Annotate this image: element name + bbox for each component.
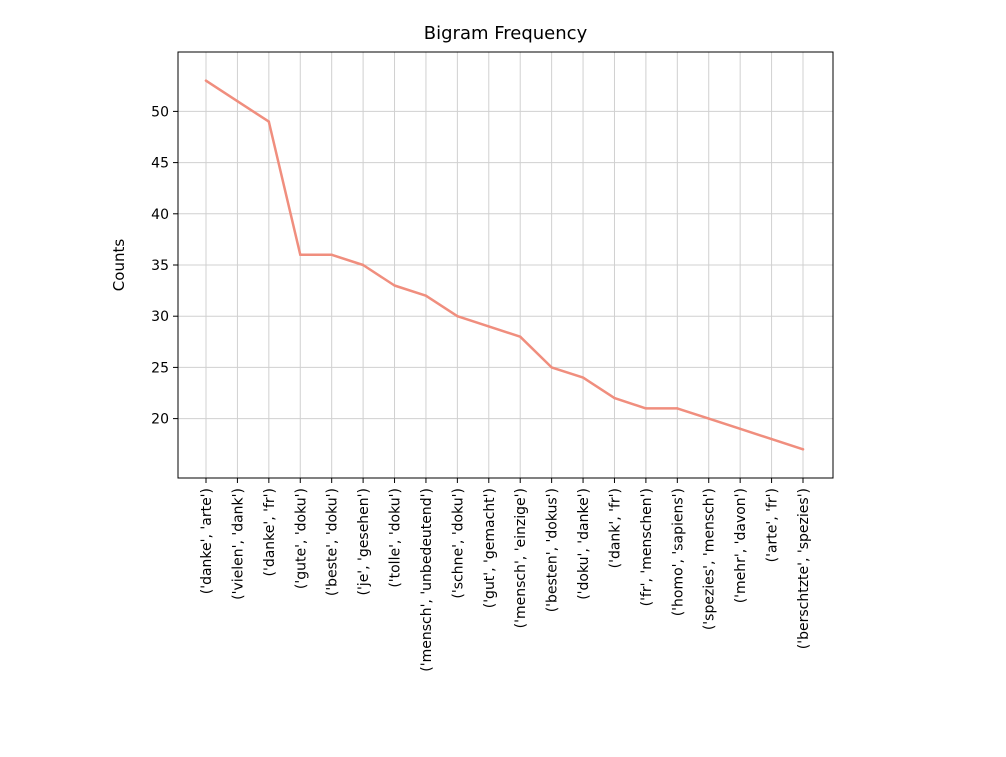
x-tick-label: ('homo', 'sapiens') <box>670 488 686 616</box>
data-point <box>550 366 553 369</box>
data-point <box>707 417 710 420</box>
data-point <box>236 99 239 103</box>
x-axis: ('danke', 'arte') ('vielen', 'dank') ('dan… <box>199 478 812 672</box>
y-axis: 20 25 30 35 40 45 50 <box>151 104 178 428</box>
x-tick-label: ('beste', 'doku') <box>325 488 341 596</box>
x-tick-label: ('vielen', 'dank') <box>230 488 246 600</box>
data-point <box>299 253 302 256</box>
x-tick-label: ('je', 'gesehen') <box>356 488 372 596</box>
series-layer <box>204 79 805 451</box>
data-point <box>801 448 805 451</box>
data-point <box>581 376 585 379</box>
x-tick-label: ('gute', 'doku') <box>293 488 309 589</box>
y-tick-label: 45 <box>151 156 169 172</box>
x-tick-label: ('mehr', 'davon') <box>733 488 749 603</box>
data-point <box>393 284 396 287</box>
x-tick-label: ('danke', 'fr') <box>262 488 278 576</box>
data-point <box>644 407 648 410</box>
data-point <box>519 335 522 338</box>
y-tick-label: 50 <box>151 104 169 120</box>
data-point <box>267 120 271 123</box>
x-tick-label: ('doku', 'danke') <box>576 488 592 600</box>
y-tick-label: 20 <box>151 412 169 428</box>
y-tick-label: 40 <box>151 207 169 223</box>
y-tick-label: 30 <box>151 309 169 325</box>
x-tick-label: ('mensch', 'einzige') <box>513 488 529 628</box>
y-axis-label: Counts <box>110 239 128 292</box>
x-tick-label: ('berschtzte', 'spezies') <box>796 488 812 649</box>
data-point <box>330 253 333 256</box>
data-point <box>738 427 742 431</box>
y-tick-label: 35 <box>151 258 169 274</box>
y-tick-label: 25 <box>151 360 169 376</box>
x-tick-label: ('tolle', 'doku') <box>388 488 404 588</box>
data-point <box>456 315 459 318</box>
chart-title: Bigram Frequency <box>424 23 588 44</box>
grid <box>178 52 833 478</box>
x-tick-label: ('besten', 'dokus') <box>545 488 561 612</box>
data-point <box>204 79 208 82</box>
x-tick-label: ('gut', 'gemacht') <box>482 488 498 608</box>
data-point <box>676 407 679 410</box>
x-tick-label: ('fr', 'menschen') <box>639 488 655 606</box>
x-tick-label: ('mensch', 'unbedeutend') <box>419 488 435 672</box>
data-point <box>613 396 616 400</box>
data-point <box>770 437 773 441</box>
data-point <box>424 294 428 297</box>
series-line <box>204 79 805 451</box>
data-point <box>361 263 365 267</box>
x-tick-label: ('spezies', 'mensch') <box>702 488 718 630</box>
x-tick-label: ('dank', 'fr') <box>607 488 623 568</box>
x-tick-label: ('schne', 'doku') <box>450 488 466 599</box>
x-tick-label: ('arte', 'fr') <box>765 488 781 562</box>
x-tick-label: ('danke', 'arte') <box>199 488 215 594</box>
data-point <box>487 325 490 328</box>
